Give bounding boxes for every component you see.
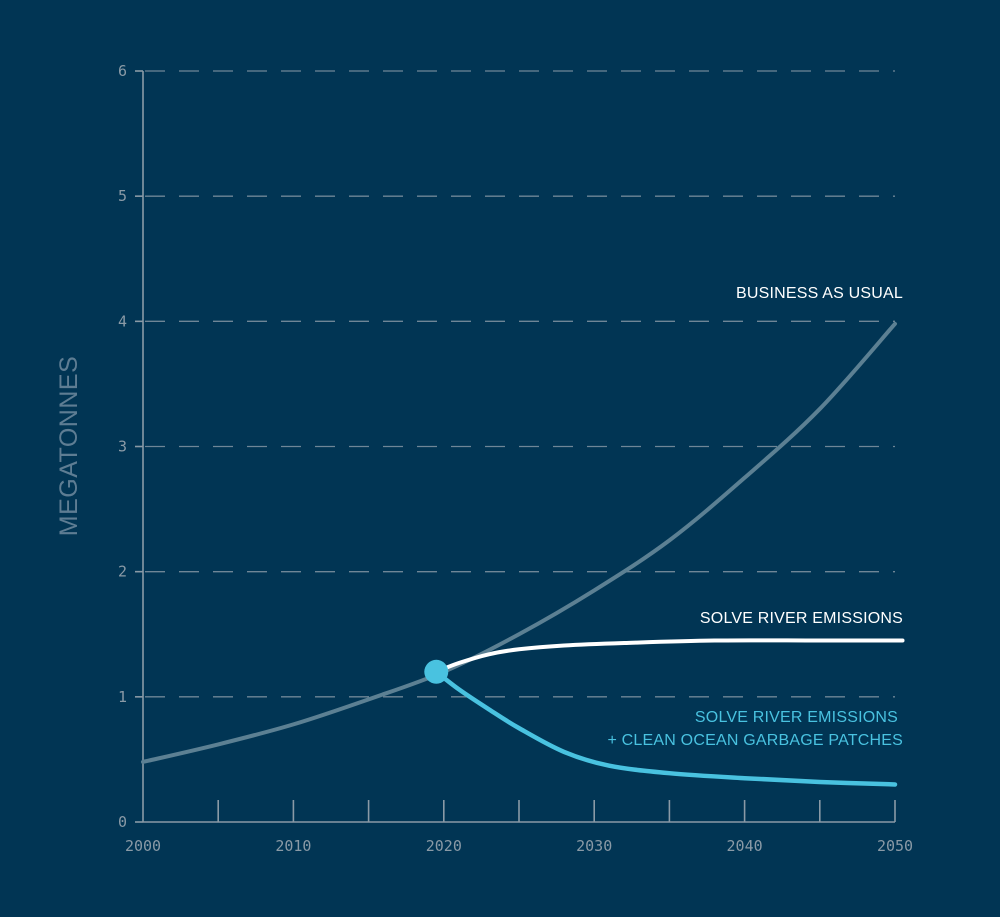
series-label-business-as-usual: BUSINESS AS USUAL <box>736 285 903 302</box>
intersection-marker <box>424 659 449 684</box>
y-tick-label-6: 6 <box>118 62 127 80</box>
series-label-solve-river-clean-line2: + CLEAN OCEAN GARBAGE PATCHES <box>607 732 903 749</box>
series-lines <box>141 321 905 787</box>
y-tick-label-4: 4 <box>118 312 127 330</box>
series-label-solve-river-clean-line1: SOLVE RIVER EMISSIONS <box>695 709 898 726</box>
y-tick-label-2: 2 <box>118 563 127 581</box>
x-tick-label-2050: 2050 <box>877 837 913 855</box>
markers <box>424 659 449 684</box>
series-label-solve-river-emissions: SOLVE RIVER EMISSIONS <box>700 610 903 627</box>
y-axis-label: MEGATONNES <box>55 356 83 537</box>
series-line-solve-river-emissions <box>434 638 905 674</box>
x-tick-label-2040: 2040 <box>727 837 763 855</box>
series-labels: BUSINESS AS USUAL SOLVE RIVER EMISSIONS … <box>607 285 903 749</box>
y-tick-label-1: 1 <box>118 688 127 706</box>
y-tick-label-3: 3 <box>118 438 127 456</box>
grid-lines <box>145 70 895 698</box>
x-axis-ticks: 2000 2010 2020 2030 2040 2050 <box>125 800 913 855</box>
y-tick-label-5: 5 <box>118 187 127 205</box>
y-tick-label-0: 0 <box>118 813 127 831</box>
y-axis-ticks: 0 1 2 3 4 5 6 <box>118 62 143 831</box>
x-tick-label-2030: 2030 <box>576 837 612 855</box>
series-line-solve-river-clean-ocean <box>434 669 898 787</box>
x-tick-label-2020: 2020 <box>426 837 462 855</box>
x-tick-label-2010: 2010 <box>275 837 311 855</box>
series-line-business-as-usual <box>141 321 897 764</box>
x-tick-label-2000: 2000 <box>125 837 161 855</box>
